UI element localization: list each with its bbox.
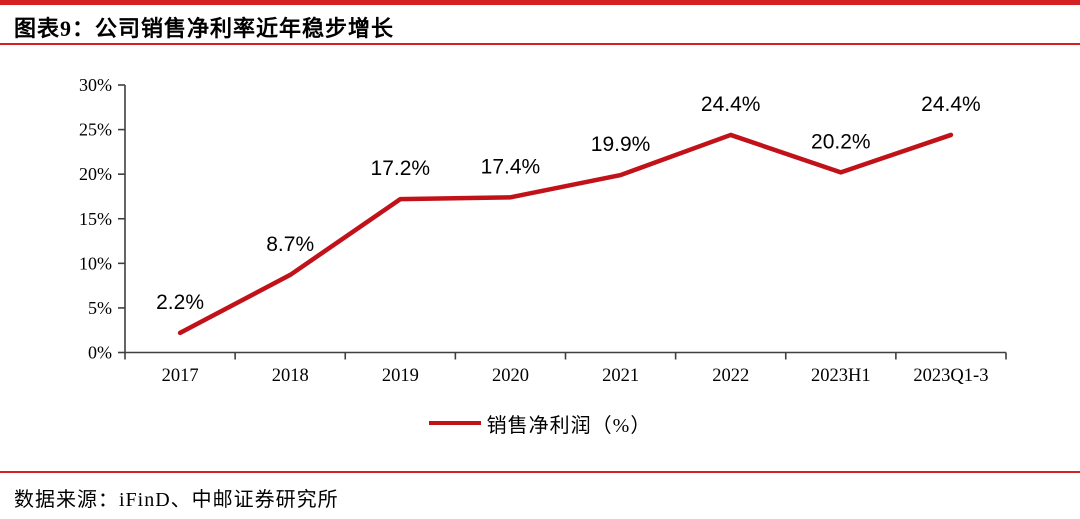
y-axis-label: 15% bbox=[79, 209, 112, 229]
x-axis-label: 2020 bbox=[492, 366, 529, 386]
footer-divider bbox=[0, 471, 1080, 473]
x-axis-label: 2022 bbox=[712, 366, 749, 386]
legend-line-swatch bbox=[428, 421, 481, 425]
x-axis-label: 2023Q1-3 bbox=[913, 366, 988, 386]
data-label: 8.7% bbox=[266, 233, 314, 256]
data-labels: 2.2% 8.7% 17.2% 17.4% 19.9% 24.4% 20.2% 24.4% bbox=[156, 93, 981, 314]
data-label: 24.4% bbox=[701, 93, 761, 116]
data-label: 17.2% bbox=[371, 157, 431, 180]
figure-title: 图表9：公司销售净利率近年稳步增长 bbox=[14, 16, 395, 41]
legend-label: 销售净利润（%） bbox=[486, 414, 652, 437]
x-axis-ticks bbox=[124, 352, 1007, 360]
x-axis-label: 2023H1 bbox=[811, 366, 871, 386]
data-label: 20.2% bbox=[811, 130, 871, 153]
top-rule bbox=[0, 0, 1080, 5]
y-axis-labels: 0% 5% 10% 15% 20% 25% 30% bbox=[79, 75, 112, 363]
data-label: 17.4% bbox=[481, 155, 541, 178]
x-axis-label: 2019 bbox=[382, 366, 419, 386]
y-axis-label: 20% bbox=[79, 164, 112, 184]
data-label: 19.9% bbox=[591, 133, 651, 156]
data-label: 24.4% bbox=[921, 93, 981, 116]
y-axis-ticks bbox=[118, 84, 125, 354]
data-source: 数据来源：iFinD、中邮证券研究所 bbox=[14, 489, 339, 511]
title-divider bbox=[0, 43, 1080, 45]
y-axis-label: 25% bbox=[79, 120, 112, 140]
net-margin-line-chart: 0% 5% 10% 15% 20% 25% 30% 2017 2018 2019 2020 2021… bbox=[79, 75, 1007, 386]
x-axis-label: 2017 bbox=[162, 366, 199, 386]
series-line bbox=[177, 132, 954, 336]
x-axis-label: 2021 bbox=[602, 366, 639, 386]
y-axis-label: 5% bbox=[88, 298, 112, 318]
y-axis-label: 0% bbox=[88, 343, 112, 363]
data-label: 2.2% bbox=[156, 291, 204, 314]
legend: 销售净利润（%） bbox=[0, 410, 1080, 437]
x-axis-labels: 2017 2018 2019 2020 2021 2022 2023H1 2023Q1-3 bbox=[162, 366, 989, 386]
y-axis-label: 30% bbox=[79, 75, 112, 95]
x-axis-label: 2018 bbox=[272, 366, 309, 386]
y-axis-label: 10% bbox=[79, 253, 112, 273]
